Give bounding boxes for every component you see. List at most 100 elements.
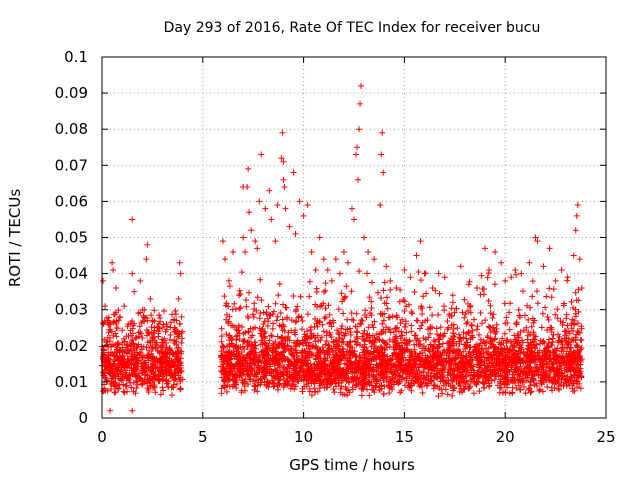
data-point-peak: [286, 223, 293, 230]
data-point: [164, 363, 171, 370]
data-point: [415, 355, 422, 362]
data-point-peak: [473, 285, 480, 292]
data-point: [416, 325, 423, 332]
data-point-peak: [492, 248, 499, 255]
data-point: [339, 335, 346, 342]
data-point: [311, 385, 318, 392]
data-point: [574, 350, 581, 357]
data-point: [487, 302, 494, 309]
data-point: [530, 319, 537, 326]
data-point: [372, 343, 379, 350]
data-point: [336, 347, 343, 354]
data-point: [461, 314, 468, 321]
data-point: [314, 323, 321, 330]
data-point: [556, 352, 563, 359]
data-point: [156, 375, 163, 382]
data-point: [105, 356, 112, 363]
data-point: [481, 339, 488, 346]
data-point-peak: [429, 285, 436, 292]
data-point: [286, 337, 293, 344]
data-point: [169, 392, 176, 399]
data-point: [480, 286, 487, 293]
data-point: [228, 335, 235, 342]
data-point: [148, 312, 155, 319]
data-point: [386, 383, 393, 390]
data-point: [306, 354, 313, 361]
data-point: [369, 321, 376, 328]
data-point: [436, 357, 443, 364]
data-point: [115, 364, 122, 371]
data-point: [454, 325, 461, 332]
data-point: [377, 377, 384, 384]
data-point: [563, 375, 570, 382]
data-point: [258, 365, 265, 372]
data-point: [363, 270, 370, 277]
data-point-peak: [552, 277, 559, 284]
data-point: [236, 305, 243, 312]
data-point: [578, 337, 585, 344]
data-point: [436, 335, 443, 342]
data-point: [563, 383, 570, 390]
data-point-peak: [282, 205, 289, 212]
data-point: [162, 328, 169, 335]
data-point: [139, 335, 146, 342]
data-point: [390, 381, 397, 388]
data-point: [474, 323, 481, 330]
data-point: [224, 382, 231, 389]
data-point: [222, 355, 229, 362]
data-point: [442, 386, 449, 393]
data-point: [156, 350, 163, 357]
data-point: [471, 371, 478, 378]
data-point: [334, 359, 341, 366]
data-point: [415, 269, 422, 276]
data-point: [294, 376, 301, 383]
data-point: [275, 341, 282, 348]
data-point: [510, 342, 517, 349]
data-point: [119, 349, 126, 356]
data-point: [488, 354, 495, 361]
data-point: [513, 385, 520, 392]
data-point: [251, 300, 258, 307]
data-point: [162, 366, 169, 373]
data-point: [507, 346, 514, 353]
data-point: [462, 362, 469, 369]
data-point: [251, 345, 258, 352]
data-point: [273, 345, 280, 352]
data-point: [298, 314, 305, 321]
data-point-peak: [163, 321, 170, 328]
data-point-peak: [576, 256, 583, 263]
data-point: [140, 365, 147, 372]
data-point: [312, 352, 319, 359]
data-point: [223, 388, 230, 395]
data-point: [360, 346, 367, 353]
data-point: [146, 347, 153, 354]
data-point: [473, 353, 480, 360]
data-point: [468, 332, 475, 339]
data-point: [527, 304, 534, 311]
data-point: [175, 365, 182, 372]
data-point: [378, 330, 385, 337]
data-point: [463, 320, 470, 327]
data-point-peak: [117, 313, 124, 320]
data-point: [358, 316, 365, 323]
data-point: [425, 357, 432, 364]
data-point-peak: [534, 238, 541, 245]
data-point-peak: [258, 151, 265, 158]
data-point: [108, 380, 115, 387]
data-point: [572, 306, 579, 313]
data-point: [108, 375, 115, 382]
data-point: [243, 297, 250, 304]
data-point-peak: [274, 202, 281, 209]
data-point: [218, 385, 225, 392]
data-point: [232, 343, 239, 350]
data-point: [318, 334, 325, 341]
data-point-peak: [121, 303, 128, 310]
data-point: [176, 358, 183, 365]
data-point: [471, 316, 478, 323]
data-point: [173, 317, 180, 324]
data-point-peak: [421, 270, 428, 277]
data-point: [560, 302, 567, 309]
data-point: [270, 320, 277, 327]
data-point: [478, 353, 485, 360]
data-point-peak: [296, 198, 303, 205]
